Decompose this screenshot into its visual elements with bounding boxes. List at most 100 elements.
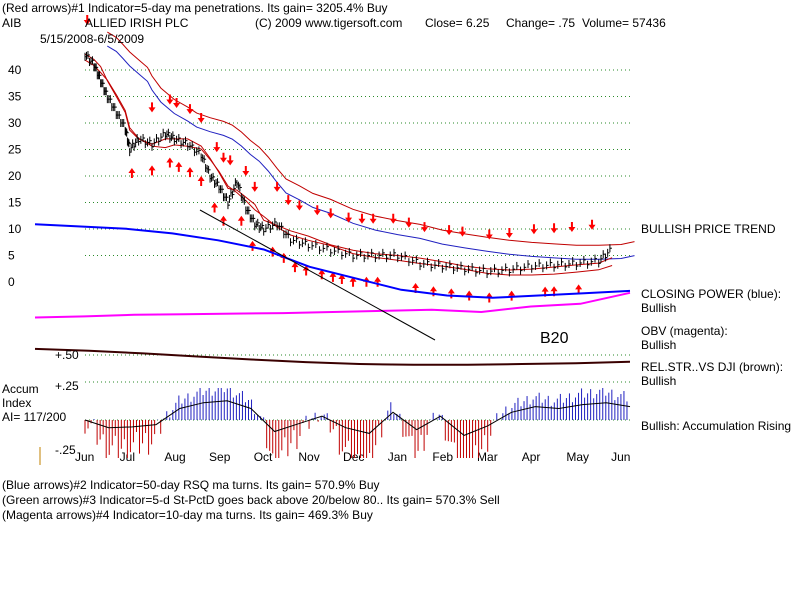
plus25-label: +.25 — [55, 379, 79, 393]
closing-power-line — [34, 223, 631, 299]
buy-arrow-up — [249, 240, 257, 251]
sell-arrow-down — [295, 200, 303, 211]
closing-power-status: Bullish — [641, 301, 677, 315]
sell-arrow-down — [213, 142, 221, 153]
x-tick-label: Nov — [298, 450, 319, 464]
buy-arrow-up — [374, 276, 382, 287]
buy-arrow-up — [197, 176, 205, 186]
x-tick-label: Apr — [522, 450, 541, 464]
sell-arrow-down — [173, 97, 181, 108]
sell-arrow-down — [588, 219, 596, 230]
buy-arrow-up — [237, 215, 245, 226]
sell-arrow-down — [197, 113, 205, 123]
sell-arrow-down — [327, 208, 335, 219]
sell-arrow-down — [273, 181, 281, 192]
minus25-label: -.25 — [55, 443, 76, 457]
accum-ma-line — [84, 400, 631, 436]
indicator-3-footer: (Green arrows)#3 Indicator=5-d St-PctD g… — [2, 493, 500, 507]
accum-status: Bullish: Accumulation Rising — [641, 419, 792, 433]
buy-arrow-up — [318, 269, 326, 280]
buy-arrow-up — [447, 288, 455, 299]
x-tick-label: May — [566, 450, 589, 464]
buy-arrow-up — [219, 215, 227, 226]
x-tick-label: Oct — [254, 450, 273, 464]
sell-arrow-down — [251, 181, 259, 192]
sell-arrow-down — [530, 224, 538, 235]
x-tick-label: Jan — [388, 450, 407, 464]
sell-arrow-down — [485, 229, 493, 240]
copyright-text: (C) 2009 www.tigersoft.com — [255, 16, 403, 30]
buy-arrow-up — [429, 286, 437, 297]
obv-line — [34, 291, 631, 319]
buy-arrow-up — [412, 283, 420, 294]
x-tick-label: Aug — [164, 450, 185, 464]
x-tick-label: Sep — [209, 450, 231, 464]
buy-arrow-up — [186, 167, 194, 178]
buy-arrow-up — [175, 161, 183, 172]
x-tick-label: Dec — [343, 450, 364, 464]
close-value: Close= 6.25 — [425, 16, 490, 30]
sell-arrow-down — [148, 102, 156, 113]
buy-arrow-up — [148, 165, 156, 176]
buy-arrow-up — [541, 286, 549, 297]
relstr-label: REL.STR..VS DJI (brown): — [641, 360, 784, 374]
obv-label: OBV (magenta): — [641, 324, 728, 338]
sell-arrow-down — [166, 94, 174, 105]
buy-arrow-up — [465, 290, 473, 301]
price-tick-label: 35 — [8, 90, 22, 104]
sell-arrow-down — [445, 225, 453, 236]
b20-annotation: B20 — [540, 330, 569, 347]
sell-arrow-down — [226, 155, 234, 166]
price-tick-label: 20 — [8, 169, 22, 183]
date-range: 5/15/2008-6/5/2009 — [40, 32, 145, 46]
upper-band-line — [107, 31, 635, 246]
trendline — [199, 209, 436, 341]
price-tick-label: 30 — [8, 116, 22, 130]
price-tick-label: 0 — [8, 275, 15, 289]
relstr-line — [34, 347, 631, 366]
buy-arrow-up — [338, 274, 346, 285]
index-title: Index — [2, 396, 32, 410]
sell-arrow-down — [345, 212, 353, 223]
buy-arrow-up — [166, 157, 174, 168]
sell-arrow-down — [358, 213, 366, 224]
price-tick-label: 40 — [8, 63, 22, 77]
sell-arrow-down — [83, 14, 91, 25]
buy-arrow-up — [550, 286, 558, 297]
trend-label: BULLISH PRICE TREND — [641, 222, 776, 236]
x-tick-label: Feb — [432, 450, 453, 464]
company-name: ALLIED IRISH PLC — [85, 16, 189, 30]
indicator-4-footer: (Magenta arrows)#4 Indicator=10-day ma t… — [2, 508, 373, 522]
volume-value: Volume= 57436 — [582, 16, 666, 30]
price-tick-label: 10 — [8, 222, 22, 236]
x-tick-label: Jun — [75, 450, 94, 464]
buy-arrow-up — [291, 262, 299, 273]
sell-arrow-down — [405, 217, 413, 228]
sell-arrow-down — [313, 205, 321, 216]
price-tick-label: 15 — [8, 196, 22, 210]
indicator-2-footer: (Blue arrows)#2 Indicator=50-day RSQ ma … — [2, 478, 380, 492]
sell-arrow-down — [421, 222, 429, 233]
price-tick-label: 25 — [8, 143, 22, 157]
buy-arrow-up — [349, 276, 357, 287]
sell-arrow-down — [505, 228, 513, 239]
ticker-symbol: AIB — [2, 16, 22, 30]
change-value: Change= .75 — [506, 16, 576, 30]
x-tick-label: Mar — [477, 450, 498, 464]
sell-arrow-down — [458, 226, 466, 237]
sell-arrow-down — [242, 166, 250, 176]
ma-line — [84, 53, 613, 271]
accum-title: Accum — [2, 382, 39, 396]
sell-arrow-down — [219, 152, 227, 163]
price-tick-label: 5 — [8, 249, 15, 263]
sell-arrow-down — [550, 223, 558, 234]
buy-arrow-up — [211, 202, 219, 213]
sell-arrow-down — [186, 104, 194, 115]
plus50-label: +.50 — [55, 348, 79, 362]
sell-arrow-down — [389, 213, 397, 224]
ai-value: AI= 117/200 — [2, 410, 67, 424]
sell-arrow-down — [568, 221, 576, 232]
ma50-line — [107, 45, 635, 260]
relstr-status: Bullish — [641, 374, 677, 388]
